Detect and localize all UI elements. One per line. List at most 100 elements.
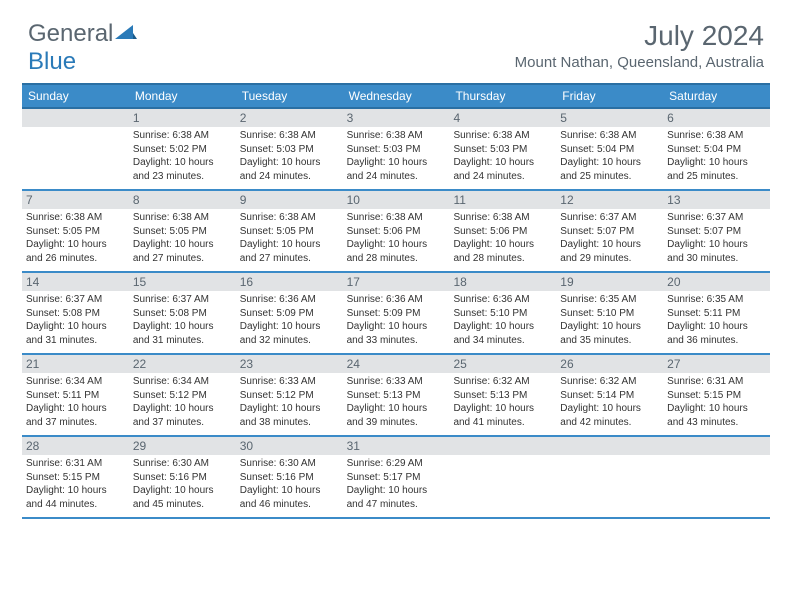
daylight-line: Daylight: 10 hours and 23 minutes. — [133, 156, 232, 183]
daylight-line: Daylight: 10 hours and 26 minutes. — [26, 238, 125, 265]
day-number-band: 3 — [343, 109, 450, 127]
sunset-line: Sunset: 5:15 PM — [26, 471, 125, 485]
calendar-day-cell: 28Sunrise: 6:31 AMSunset: 5:15 PMDayligh… — [22, 437, 129, 517]
sunrise-line: Sunrise: 6:33 AM — [240, 375, 339, 389]
day-info: Sunrise: 6:33 AMSunset: 5:13 PMDaylight:… — [347, 375, 446, 429]
day-number: 9 — [240, 193, 339, 207]
day-number-band: 26 — [556, 355, 663, 373]
daylight-line: Daylight: 10 hours and 41 minutes. — [453, 402, 552, 429]
daylight-line: Daylight: 10 hours and 35 minutes. — [560, 320, 659, 347]
sunrise-line: Sunrise: 6:36 AM — [453, 293, 552, 307]
weekday-header: Thursday — [449, 85, 556, 107]
day-number: 29 — [133, 439, 232, 453]
day-number: 22 — [133, 357, 232, 371]
calendar-day-cell: 19Sunrise: 6:35 AMSunset: 5:10 PMDayligh… — [556, 273, 663, 353]
day-number-band: 16 — [236, 273, 343, 291]
day-number: 6 — [667, 111, 766, 125]
day-number-band — [663, 437, 770, 455]
day-number: 26 — [560, 357, 659, 371]
sunset-line: Sunset: 5:15 PM — [667, 389, 766, 403]
calendar-day-cell — [663, 437, 770, 517]
daylight-line: Daylight: 10 hours and 30 minutes. — [667, 238, 766, 265]
day-number: 17 — [347, 275, 446, 289]
day-number-band: 28 — [22, 437, 129, 455]
daylight-line: Daylight: 10 hours and 34 minutes. — [453, 320, 552, 347]
day-number: 12 — [560, 193, 659, 207]
day-info: Sunrise: 6:33 AMSunset: 5:12 PMDaylight:… — [240, 375, 339, 429]
day-number: 21 — [26, 357, 125, 371]
daylight-line: Daylight: 10 hours and 24 minutes. — [347, 156, 446, 183]
day-number-band — [22, 109, 129, 127]
sunrise-line: Sunrise: 6:34 AM — [133, 375, 232, 389]
day-info: Sunrise: 6:37 AMSunset: 5:08 PMDaylight:… — [26, 293, 125, 347]
day-number: 31 — [347, 439, 446, 453]
day-number-band: 7 — [22, 191, 129, 209]
daylight-line: Daylight: 10 hours and 45 minutes. — [133, 484, 232, 511]
sunset-line: Sunset: 5:03 PM — [347, 143, 446, 157]
calendar-day-cell: 3 Sunrise: 6:38 AMSunset: 5:03 PMDaylight… — [343, 109, 450, 189]
day-number-band: 24 — [343, 355, 450, 373]
day-number: 30 — [240, 439, 339, 453]
day-info: Sunrise: 6:38 AMSunset: 5:03 PMDaylight:… — [347, 129, 446, 183]
brand-text-2: Blue — [28, 48, 76, 76]
daylight-line: Daylight: 10 hours and 31 minutes. — [133, 320, 232, 347]
calendar-day-cell: 9Sunrise: 6:38 AMSunset: 5:05 PMDaylight… — [236, 191, 343, 271]
calendar-day-cell: 31 Sunrise: 6:29 AMSunset: 5:17 PMDayligh… — [343, 437, 450, 517]
daylight-line: Daylight: 10 hours and 32 minutes. — [240, 320, 339, 347]
sunset-line: Sunset: 5:05 PM — [26, 225, 125, 239]
sunrise-line: Sunrise: 6:31 AM — [26, 457, 125, 471]
sunset-line: Sunset: 5:02 PM — [133, 143, 232, 157]
day-info: Sunrise: 6:29 AMSunset: 5:17 PMDaylight:… — [347, 457, 446, 511]
sunset-line: Sunset: 5:05 PM — [133, 225, 232, 239]
sunset-line: Sunset: 5:07 PM — [560, 225, 659, 239]
day-number: 5 — [560, 111, 659, 125]
calendar-day-cell: 18 Sunrise: 6:36 AMSunset: 5:10 PMDayligh… — [449, 273, 556, 353]
sunrise-line: Sunrise: 6:36 AM — [347, 293, 446, 307]
sunset-line: Sunset: 5:10 PM — [453, 307, 552, 321]
day-number — [667, 439, 766, 453]
day-info: Sunrise: 6:38 AMSunset: 5:06 PMDaylight:… — [453, 211, 552, 265]
calendar-day-cell: 23Sunrise: 6:33 AMSunset: 5:12 PMDayligh… — [236, 355, 343, 435]
calendar-week-row: 14Sunrise: 6:37 AMSunset: 5:08 PMDayligh… — [22, 273, 770, 355]
sunrise-line: Sunrise: 6:35 AM — [560, 293, 659, 307]
sunset-line: Sunset: 5:06 PM — [453, 225, 552, 239]
daylight-line: Daylight: 10 hours and 47 minutes. — [347, 484, 446, 511]
page-header: General July 2024 Mount Nathan, Queensla… — [0, 0, 792, 75]
sunrise-line: Sunrise: 6:37 AM — [133, 293, 232, 307]
calendar-day-cell: 13Sunrise: 6:37 AMSunset: 5:07 PMDayligh… — [663, 191, 770, 271]
daylight-line: Daylight: 10 hours and 38 minutes. — [240, 402, 339, 429]
day-number-band: 17 — [343, 273, 450, 291]
day-number-band: 27 — [663, 355, 770, 373]
calendar-day-cell: 8Sunrise: 6:38 AMSunset: 5:05 PMDaylight… — [129, 191, 236, 271]
sunset-line: Sunset: 5:16 PM — [240, 471, 339, 485]
day-number-band: 22 — [129, 355, 236, 373]
sunset-line: Sunset: 5:12 PM — [240, 389, 339, 403]
sunset-line: Sunset: 5:06 PM — [347, 225, 446, 239]
sunrise-line: Sunrise: 6:38 AM — [133, 211, 232, 225]
calendar-day-cell: 6Sunrise: 6:38 AMSunset: 5:04 PMDaylight… — [663, 109, 770, 189]
sunset-line: Sunset: 5:09 PM — [240, 307, 339, 321]
sunset-line: Sunset: 5:03 PM — [240, 143, 339, 157]
calendar-day-cell: 29Sunrise: 6:30 AMSunset: 5:16 PMDayligh… — [129, 437, 236, 517]
calendar-day-cell: 1Sunrise: 6:38 AMSunset: 5:02 PMDaylight… — [129, 109, 236, 189]
day-info: Sunrise: 6:36 AMSunset: 5:09 PMDaylight:… — [240, 293, 339, 347]
sunset-line: Sunset: 5:08 PM — [133, 307, 232, 321]
day-info: Sunrise: 6:30 AMSunset: 5:16 PMDaylight:… — [240, 457, 339, 511]
day-number: 2 — [240, 111, 339, 125]
sunrise-line: Sunrise: 6:32 AM — [560, 375, 659, 389]
calendar-day-cell: 15Sunrise: 6:37 AMSunset: 5:08 PMDayligh… — [129, 273, 236, 353]
calendar-day-cell: 12Sunrise: 6:37 AMSunset: 5:07 PMDayligh… — [556, 191, 663, 271]
calendar-day-cell: 27Sunrise: 6:31 AMSunset: 5:15 PMDayligh… — [663, 355, 770, 435]
day-info: Sunrise: 6:34 AMSunset: 5:11 PMDaylight:… — [26, 375, 125, 429]
daylight-line: Daylight: 10 hours and 39 minutes. — [347, 402, 446, 429]
day-number — [560, 439, 659, 453]
day-number: 28 — [26, 439, 125, 453]
day-number-band: 1 — [129, 109, 236, 127]
sunset-line: Sunset: 5:14 PM — [560, 389, 659, 403]
day-number-band: 13 — [663, 191, 770, 209]
day-number-band: 14 — [22, 273, 129, 291]
day-info: Sunrise: 6:35 AMSunset: 5:11 PMDaylight:… — [667, 293, 766, 347]
day-number: 18 — [453, 275, 552, 289]
calendar-day-cell: 26Sunrise: 6:32 AMSunset: 5:14 PMDayligh… — [556, 355, 663, 435]
sunrise-line: Sunrise: 6:33 AM — [347, 375, 446, 389]
